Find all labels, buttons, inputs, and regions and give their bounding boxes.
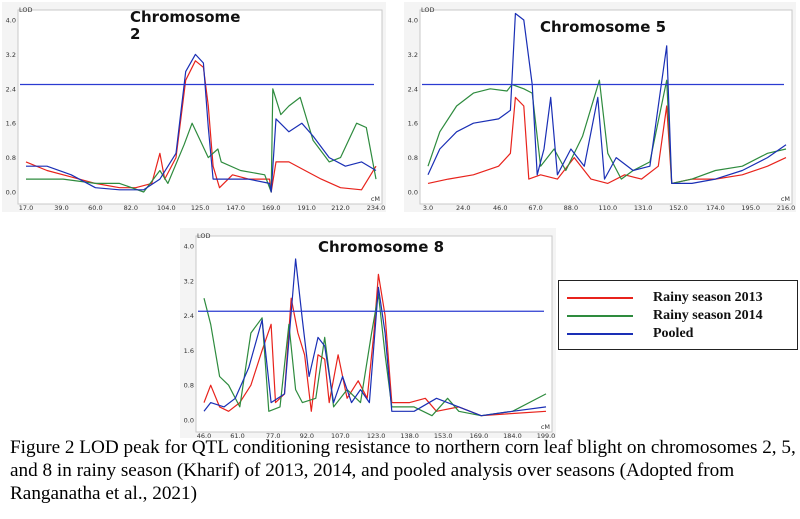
chart-title-line-2: 2 <box>130 25 140 43</box>
x-tick-label: 88.0 <box>564 204 578 212</box>
y-tick-label: 1.6 <box>184 347 194 355</box>
y-tick-label: 0.0 <box>408 189 418 197</box>
y-tick-label: 2.4 <box>408 85 418 93</box>
y-tick-label: 0.0 <box>6 189 16 197</box>
legend: Rainy season 2013 Rainy season 2014 Pool… <box>558 280 798 350</box>
x-axis-unit: cM <box>781 195 790 203</box>
series-line-pooled <box>203 258 547 417</box>
series-line-2014 <box>26 88 377 193</box>
x-tick-label: 46.0 <box>197 432 211 438</box>
chromosome-8-chart: 0.0 0.8 1.6 2.4 3.2 4.0 46.0 61.0 77.0 92.0 107.0 1… <box>180 228 556 438</box>
x-tick-label: 61.0 <box>230 432 244 438</box>
chromosome-5-chart: 0.0 0.8 1.6 2.4 3.2 4.0 3.0 24.0 46.0 67.0 88.0 110… <box>404 2 796 212</box>
x-tick-label: 147.0 <box>226 204 245 212</box>
y-tick-label: 0.8 <box>184 382 194 390</box>
legend-swatch-2014 <box>567 315 633 317</box>
x-tick-label: 39.0 <box>54 204 68 212</box>
y-tick-label: 3.2 <box>6 51 16 59</box>
x-tick-label: 195.0 <box>741 204 760 212</box>
y-tick-label: 0.8 <box>408 154 418 162</box>
x-tick-label: 191.0 <box>297 204 316 212</box>
x-tick-label: 107.0 <box>331 432 350 438</box>
y-tick-label: 3.2 <box>184 277 194 285</box>
plot-area <box>17 9 383 205</box>
x-tick-label: 67.0 <box>528 204 542 212</box>
x-tick-label: 110.0 <box>599 204 618 212</box>
x-tick-label: 184.0 <box>503 432 522 438</box>
x-tick-label: 92.0 <box>300 432 314 438</box>
y-tick-label: 3.2 <box>408 51 418 59</box>
y-tick-label: 4.0 <box>184 243 194 251</box>
x-axis-unit: cM <box>371 195 380 203</box>
x-tick-label: 131.0 <box>634 204 653 212</box>
series-line-pooled <box>26 53 377 193</box>
x-tick-label: 104.0 <box>157 204 176 212</box>
x-axis-unit: cM <box>541 423 550 431</box>
x-tick-label: 169.0 <box>262 204 281 212</box>
legend-swatch-2013 <box>567 297 633 299</box>
legend-label-pooled: Pooled <box>653 326 694 341</box>
x-tick-label: 212.0 <box>331 204 350 212</box>
chart-title: Chromosome 5 <box>540 18 666 36</box>
x-tick-label: 17.0 <box>19 204 33 212</box>
y-tick-label: 4.0 <box>6 17 16 25</box>
y-tick-label: 0.0 <box>184 417 194 425</box>
x-tick-label: 216.0 <box>777 204 796 212</box>
chart-title: Chromosome 2 <box>130 8 240 43</box>
x-tick-label: 125.0 <box>191 204 210 212</box>
series-line-2014 <box>427 79 787 184</box>
y-tick-label: 1.6 <box>6 120 16 128</box>
x-tick-label: 174.0 <box>706 204 725 212</box>
x-tick-label: 152.0 <box>669 204 688 212</box>
legend-swatch-pooled <box>567 333 633 335</box>
x-tick-label: 24.0 <box>456 204 470 212</box>
plot-area <box>419 9 793 205</box>
x-tick-label: 123.0 <box>367 432 386 438</box>
legend-item-pooled: Pooled <box>567 325 793 343</box>
series-line-2013 <box>203 273 547 417</box>
y-tick-label: 2.4 <box>6 85 16 93</box>
legend-label-2013: Rainy season 2013 <box>653 290 763 305</box>
y-axis-label: LOD <box>197 232 211 240</box>
legend-item-2013: Rainy season 2013 <box>567 289 793 307</box>
y-axis-label: LOD <box>19 6 33 14</box>
x-tick-label: 60.0 <box>88 204 102 212</box>
x-tick-label: 199.0 <box>537 432 556 438</box>
legend-label-2014: Rainy season 2014 <box>653 308 763 323</box>
chromosome-2-chart: 0.0 0.8 1.6 2.4 3.2 4.0 17.0 39.0 60.0 82.0 104.0 1… <box>2 2 386 212</box>
y-tick-label: 1.6 <box>408 120 418 128</box>
series-line-pooled <box>427 12 787 184</box>
x-tick-label: 138.0 <box>400 432 419 438</box>
figure-caption: Figure 2 LOD peak for QTL conditioning r… <box>10 437 796 504</box>
series-line-2013 <box>427 96 787 184</box>
x-tick-label: 169.0 <box>470 432 489 438</box>
legend-item-2014: Rainy season 2014 <box>567 307 793 325</box>
x-tick-label: 77.0 <box>266 432 280 438</box>
x-tick-label: 234.0 <box>367 204 386 212</box>
y-axis-label: LOD <box>421 6 435 14</box>
x-tick-label: 46.0 <box>493 204 507 212</box>
series-line-2013 <box>25 60 377 193</box>
chart-title-line-1: Chromosome <box>130 8 240 26</box>
y-tick-label: 4.0 <box>408 17 418 25</box>
x-tick-label: 3.0 <box>423 204 433 212</box>
x-tick-label: 82.0 <box>124 204 138 212</box>
y-tick-label: 2.4 <box>184 312 194 320</box>
chart-title: Chromosome 8 <box>318 238 444 256</box>
y-tick-label: 0.8 <box>6 154 16 162</box>
x-tick-label: 153.0 <box>434 432 453 438</box>
